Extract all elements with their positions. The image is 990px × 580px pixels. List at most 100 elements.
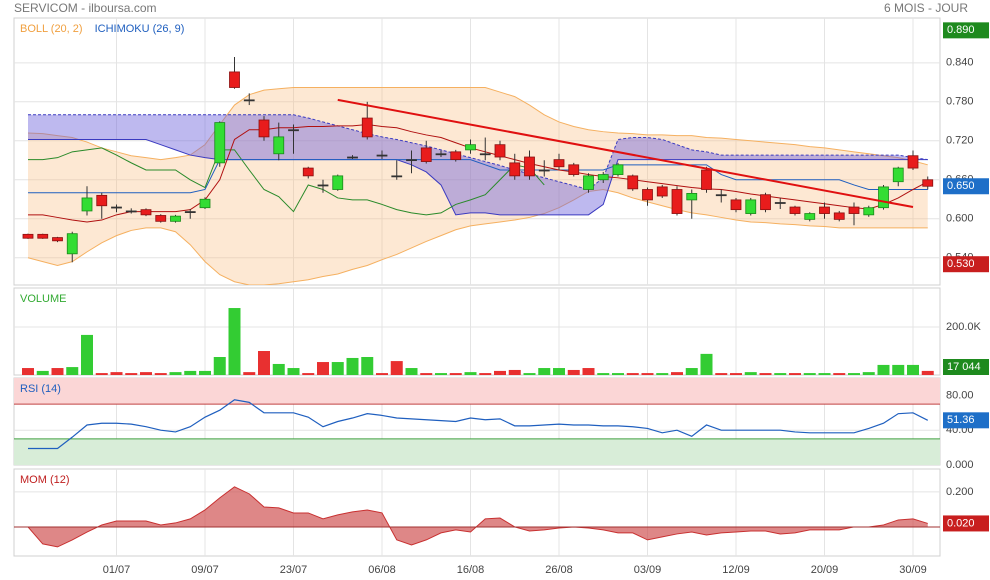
volume-bar xyxy=(789,373,801,375)
x-tick-label: 03/09 xyxy=(634,564,662,576)
volume-bar xyxy=(376,373,388,375)
span-a xyxy=(28,114,928,191)
volume-bar xyxy=(907,364,919,375)
candle-body xyxy=(258,119,270,138)
chikou xyxy=(28,147,545,216)
volume-bar xyxy=(671,372,683,375)
candle-body xyxy=(435,153,447,156)
volume-bar xyxy=(390,361,403,375)
x-tick-label: 01/07 xyxy=(103,564,131,576)
legend-label: ICHIMOKU (26, 9) xyxy=(95,23,185,35)
x-tick-label: 16/08 xyxy=(457,564,485,576)
volume-bar xyxy=(818,373,831,375)
volume-bar xyxy=(892,364,905,375)
x-tick-label: 26/08 xyxy=(545,564,573,576)
panel xyxy=(13,287,941,376)
candle-body xyxy=(450,151,462,161)
period: 6 MOIS - JOUR xyxy=(884,1,968,15)
oversold-zone xyxy=(14,438,940,465)
volume-bar xyxy=(125,373,138,375)
y-tick-label: 200.0K xyxy=(946,321,982,333)
momentum-line xyxy=(27,486,928,548)
volume-bar xyxy=(921,370,934,375)
volume-bar xyxy=(612,373,624,375)
volume-bar xyxy=(567,369,580,375)
candle-body xyxy=(376,154,388,157)
panel-content xyxy=(14,288,940,375)
candle-body xyxy=(538,169,550,172)
volume-bar xyxy=(626,373,639,375)
volume-bar xyxy=(361,357,374,375)
volume-bar xyxy=(22,368,34,375)
candle-body xyxy=(125,210,137,213)
volume-bar xyxy=(317,362,329,375)
legend-label: RSI (14) xyxy=(20,383,61,395)
site-title: SERVICOM - ilboursa.com xyxy=(14,1,156,15)
volume-bar xyxy=(730,373,742,375)
volume-bar xyxy=(494,370,506,375)
volume-bar xyxy=(508,369,521,375)
candle-body xyxy=(406,159,417,162)
legend-label: MOM (12) xyxy=(20,474,70,486)
y-tick-label: 0.000 xyxy=(946,459,974,471)
value-badge-label: 0.020 xyxy=(947,517,975,529)
volume-bar xyxy=(538,368,551,375)
volume-bar xyxy=(833,373,846,375)
panel xyxy=(13,468,941,557)
y-tick-label: 0.600 xyxy=(946,213,974,225)
volume-bar xyxy=(287,368,300,375)
bollinger-band xyxy=(28,87,928,285)
x-tick-label: 09/07 xyxy=(191,564,219,576)
candle-body xyxy=(715,194,727,197)
volume-bar xyxy=(36,370,49,375)
candle-body xyxy=(804,213,816,220)
volume-bar xyxy=(479,373,492,375)
candle-body xyxy=(892,167,904,183)
volume-bar xyxy=(331,362,344,375)
x-tick-label: 06/08 xyxy=(368,564,396,576)
candle-body xyxy=(612,164,624,175)
volume-bar xyxy=(582,368,595,375)
panel-content xyxy=(14,378,940,465)
candle-body xyxy=(332,175,344,190)
volume-bar xyxy=(154,373,167,375)
volume-bar xyxy=(258,351,270,375)
bollinger-middle xyxy=(28,124,928,223)
ichimoku-cloud xyxy=(28,114,928,215)
volume-bar xyxy=(449,373,462,375)
candle-body xyxy=(583,175,594,190)
candle-body xyxy=(111,206,122,209)
volume-bar xyxy=(140,372,152,375)
candle-body xyxy=(465,144,476,151)
candle-body xyxy=(391,175,403,178)
candle-body xyxy=(730,199,742,211)
volume-bar xyxy=(774,373,787,375)
candle-body xyxy=(789,206,801,214)
trend-line xyxy=(337,98,914,209)
candle-body xyxy=(833,212,845,220)
candle-body xyxy=(214,122,226,164)
y-tick-label: 0.720 xyxy=(946,135,974,147)
value-badge xyxy=(943,22,989,39)
volume-bar xyxy=(523,373,536,375)
candle-body xyxy=(656,186,668,197)
candle-body xyxy=(509,162,521,177)
volume-bar xyxy=(405,368,418,375)
bollinger-upper xyxy=(27,87,928,166)
volume-bar xyxy=(243,372,256,375)
legend-label: VOLUME xyxy=(20,293,66,305)
volume-bar xyxy=(597,373,610,375)
candle-body xyxy=(184,211,196,213)
volume-bar xyxy=(641,373,654,375)
volume-bar xyxy=(877,364,890,375)
legend-label: BOLL (20, 2) xyxy=(20,23,83,35)
candle-body xyxy=(642,189,653,201)
x-tick-label: 30/09 xyxy=(899,564,927,576)
candle-body xyxy=(273,136,285,155)
candle-body xyxy=(420,147,432,162)
candle-body xyxy=(568,164,580,175)
candle-body xyxy=(878,186,889,209)
volume-bar xyxy=(110,372,123,375)
value-badge xyxy=(943,178,989,195)
